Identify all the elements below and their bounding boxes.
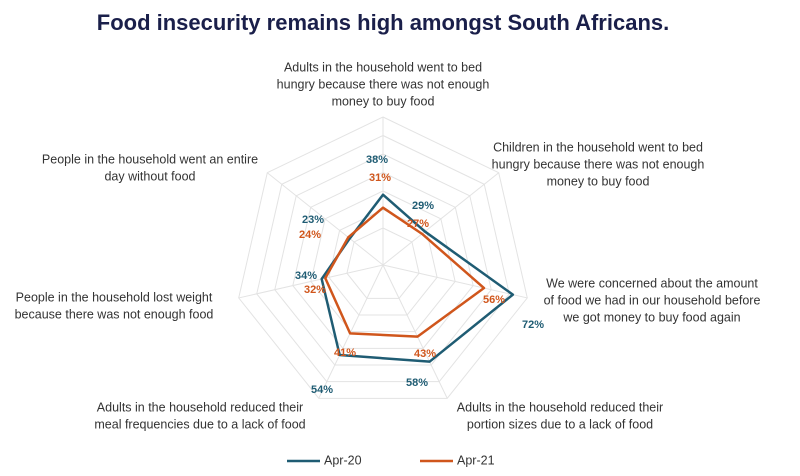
data-label: 29% xyxy=(412,200,434,212)
radar-line xyxy=(324,206,486,338)
spoke xyxy=(266,172,384,266)
data-label: 23% xyxy=(302,214,324,226)
spoke xyxy=(318,264,384,399)
data-label: 43% xyxy=(414,348,436,360)
data-label: 32% xyxy=(304,284,326,296)
data-label: 58% xyxy=(406,377,428,389)
legend-label: Apr-20 xyxy=(324,453,362,467)
axis-label: of food we had in our household before xyxy=(544,293,761,307)
axis-label: hungry because there was not enough xyxy=(492,157,705,171)
spoke xyxy=(382,264,528,299)
spoke xyxy=(382,264,448,399)
grid-ring xyxy=(346,227,420,299)
chart-title: Food insecurity remains high amongst Sou… xyxy=(97,10,669,35)
axis-label: People in the household went an entire xyxy=(42,152,258,166)
data-label: 27% xyxy=(407,218,429,230)
axis-label: money to buy food xyxy=(547,174,650,188)
spoke xyxy=(382,172,500,266)
data-label: 31% xyxy=(369,172,391,184)
axis-label: Adults in the household went to bed xyxy=(284,60,482,74)
axis-label: Adults in the household reduced their xyxy=(457,400,663,414)
axis-label: People in the household lost weight xyxy=(16,290,213,304)
axis-label: We were concerned about the amount xyxy=(546,276,758,290)
grid-ring xyxy=(310,190,456,333)
axis-label: Adults in the household reduced their xyxy=(97,400,303,414)
axis-label: hungry because there was not enough xyxy=(277,77,490,91)
data-label: 56% xyxy=(483,294,505,306)
axis-label: money to buy food xyxy=(332,94,435,108)
axis-label: because there was not enough food xyxy=(15,307,214,321)
legend-label: Apr-21 xyxy=(457,453,495,467)
grid-ring xyxy=(238,116,528,399)
data-label: 41% xyxy=(334,347,356,359)
axis-label: we got money to buy food again xyxy=(562,310,740,324)
data-label: 72% xyxy=(522,319,544,331)
data-label: 54% xyxy=(311,384,333,396)
grid-ring xyxy=(292,171,474,349)
axis-label: meal frequencies due to a lack of food xyxy=(94,417,305,431)
grid-ring xyxy=(274,153,492,366)
data-label: 38% xyxy=(366,154,388,166)
axis-label: day without food xyxy=(104,169,195,183)
spoke xyxy=(238,264,384,299)
data-label: 34% xyxy=(295,270,317,282)
grid-ring xyxy=(256,134,510,383)
data-label: 24% xyxy=(299,229,321,241)
axis-label: portion sizes due to a lack of food xyxy=(467,417,653,431)
axis-label: Children in the household went to bed xyxy=(493,140,703,154)
